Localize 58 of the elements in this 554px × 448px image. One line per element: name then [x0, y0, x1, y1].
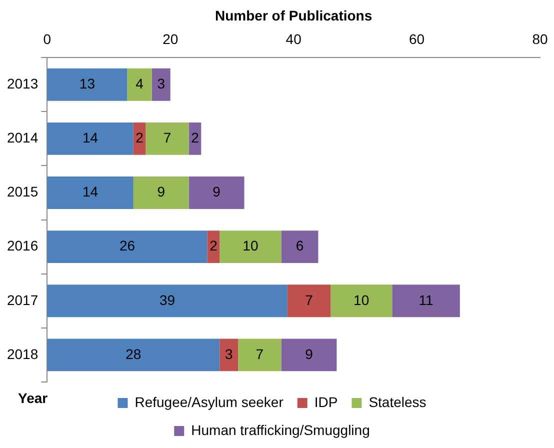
data-label: 11	[418, 292, 434, 308]
x-axis-title: Number of Publications	[215, 7, 372, 24]
data-label: 3	[157, 75, 166, 92]
y-tick-label: 2016	[6, 238, 38, 254]
data-label: 10	[354, 292, 370, 308]
y-tick-label: 2013	[6, 75, 38, 92]
bar	[47, 176, 134, 209]
bar	[133, 176, 189, 209]
data-label: 2	[191, 130, 200, 146]
data-label: 6	[296, 238, 304, 254]
y-tick-label: 2018	[6, 346, 38, 362]
legend-label: Stateless	[368, 394, 426, 410]
x-tick-label: 40	[286, 31, 302, 48]
legend-label: IDP	[314, 394, 338, 410]
bar	[146, 122, 189, 155]
bar	[127, 68, 152, 101]
data-label: 4	[136, 75, 144, 92]
y-axis-title: Year	[18, 390, 48, 406]
data-label: 2	[136, 130, 144, 146]
data-label: 39	[159, 292, 176, 308]
bar	[330, 284, 392, 318]
data-label: 14	[82, 130, 98, 146]
y-tick-label: 2017	[6, 292, 38, 308]
data-label: 10	[242, 238, 258, 254]
data-label: 7	[305, 292, 314, 308]
data-label: 9	[212, 184, 221, 200]
data-label: 7	[256, 346, 264, 362]
bar	[220, 338, 238, 372]
data-label: 28	[126, 346, 142, 362]
y-tick-label: 2014	[6, 130, 38, 146]
bar	[238, 338, 282, 372]
bar	[188, 176, 244, 209]
x-tick-label: 60	[408, 31, 425, 48]
data-label: 7	[163, 130, 172, 146]
data-label: 3	[224, 346, 233, 362]
bar	[220, 230, 282, 264]
x-tick-label: 20	[162, 31, 178, 48]
bar	[47, 284, 288, 318]
bar	[47, 338, 220, 372]
x-tick-label: 0	[43, 31, 52, 48]
bar	[47, 122, 134, 155]
bar	[281, 230, 318, 264]
data-label: 2	[210, 238, 218, 254]
bar	[287, 284, 331, 318]
legend-label: Human trafficking/Smuggling	[191, 422, 370, 438]
data-label: 9	[157, 184, 166, 200]
data-label: 13	[79, 75, 96, 92]
legend-label: Refugee/Asylum seeker	[134, 394, 284, 410]
data-label: 9	[305, 346, 314, 362]
data-label: 26	[119, 238, 136, 254]
data-label: 14	[82, 184, 98, 200]
bar	[47, 230, 208, 264]
bar	[281, 338, 337, 372]
y-tick-label: 2015	[6, 184, 38, 200]
x-tick-label: 80	[532, 31, 548, 48]
bar	[47, 68, 128, 101]
bar	[392, 284, 460, 318]
bar	[152, 68, 170, 101]
